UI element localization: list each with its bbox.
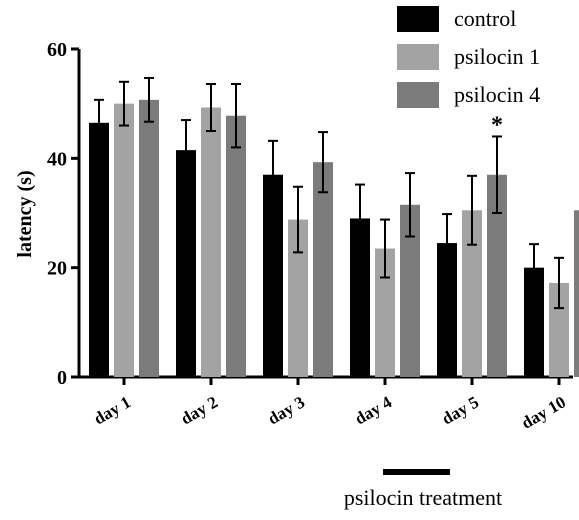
- y-tick-label: 60: [47, 39, 67, 61]
- legend-label: psilocin 4: [454, 82, 540, 107]
- bar: [139, 99, 159, 377]
- bar: [288, 219, 308, 377]
- annotations: **: [491, 112, 579, 177]
- y-tick-label: 40: [47, 148, 67, 170]
- y-tick-label: 20: [47, 258, 67, 280]
- legend-swatch: [397, 82, 439, 108]
- legend: control psilocin 1 psilocin 4: [397, 6, 540, 108]
- bar: [487, 174, 507, 377]
- bar: [263, 174, 283, 377]
- legend-swatch: [397, 6, 439, 32]
- y-tick-label: 0: [57, 367, 67, 389]
- treatment-bar: [383, 469, 450, 475]
- bar: [549, 282, 569, 377]
- bar: [437, 243, 457, 377]
- bar: [201, 107, 221, 377]
- legend-label: control: [454, 6, 516, 31]
- bar: [524, 267, 544, 377]
- x-tick-label: day 2: [178, 392, 221, 428]
- bar: [226, 115, 246, 378]
- x-tick-label: day 3: [265, 392, 308, 428]
- x-tick-label: day 4: [352, 392, 396, 428]
- x-tick-label: day 5: [439, 392, 482, 428]
- bar: [350, 218, 370, 377]
- legend-label: psilocin 1: [454, 44, 540, 69]
- bar: [462, 210, 482, 377]
- x-tick-label: day 1: [91, 392, 134, 428]
- significance-marker: *: [491, 112, 503, 138]
- bar: [313, 162, 333, 377]
- bars: [89, 76, 579, 378]
- bar: [176, 150, 196, 377]
- legend-swatch: [397, 44, 439, 70]
- x-tick-label: day 10: [518, 392, 569, 432]
- bar: [574, 210, 579, 377]
- y-axis-label: latency (s): [14, 170, 36, 257]
- treatment-label: psilocin treatment: [344, 485, 502, 510]
- bar: [114, 103, 134, 378]
- bar: [89, 122, 109, 377]
- bar: [400, 204, 420, 377]
- bar: [375, 248, 395, 377]
